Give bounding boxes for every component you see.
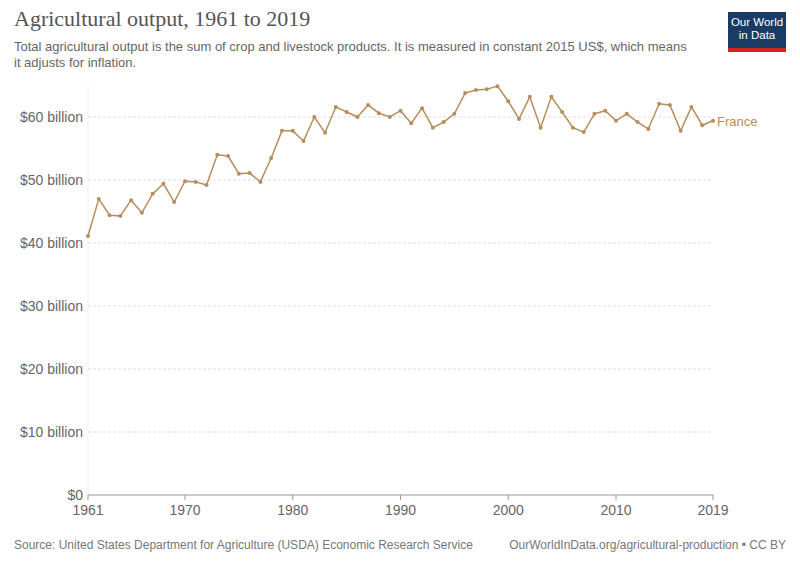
x-tick — [508, 495, 509, 500]
point — [161, 182, 165, 186]
plot-area — [86, 84, 715, 238]
logo: Our Worldin Data — [728, 12, 786, 52]
point — [549, 95, 553, 99]
point — [485, 87, 489, 91]
point — [409, 121, 413, 125]
point — [258, 180, 262, 184]
point — [86, 234, 90, 238]
point — [528, 95, 532, 99]
point — [97, 197, 101, 201]
point — [377, 111, 381, 115]
point — [302, 139, 306, 143]
x-tick-label: 2019 — [697, 502, 728, 518]
line — [88, 86, 713, 236]
grid-line — [88, 243, 713, 244]
point — [140, 211, 144, 215]
point — [183, 179, 187, 183]
point — [431, 126, 435, 130]
point — [517, 117, 521, 121]
point — [205, 183, 209, 187]
point — [226, 154, 230, 158]
grid-line — [88, 432, 713, 433]
x-tick-label: 1970 — [169, 502, 200, 518]
x-tick — [292, 495, 293, 500]
point — [280, 129, 284, 133]
subtitle: Total agricultural output is the sum of … — [14, 39, 694, 71]
point — [592, 112, 596, 116]
point — [560, 110, 564, 114]
point — [388, 115, 392, 119]
y-tick-label: $10 billion — [20, 424, 83, 440]
grid-line — [88, 369, 713, 370]
x-tick-label: 1990 — [385, 502, 416, 518]
point — [571, 126, 575, 130]
point — [582, 130, 586, 134]
point — [474, 88, 478, 92]
y-tick-label: $50 billion — [20, 172, 83, 188]
grid-line — [88, 117, 713, 118]
point — [452, 112, 456, 116]
point — [118, 214, 122, 218]
point — [689, 105, 693, 109]
y-tick-label: $20 billion — [20, 361, 83, 377]
source: Source: United States Department for Agr… — [14, 538, 473, 552]
y-tick-label: $40 billion — [20, 235, 83, 251]
point — [657, 102, 661, 106]
point — [679, 129, 683, 133]
point — [700, 123, 704, 127]
point — [269, 156, 273, 160]
x-tick — [713, 495, 714, 500]
point — [237, 172, 241, 176]
x-tick — [184, 495, 185, 500]
point — [312, 115, 316, 119]
point — [291, 129, 295, 133]
point — [636, 120, 640, 124]
point — [539, 126, 543, 130]
point — [366, 103, 370, 107]
y-axis-line — [88, 86, 89, 496]
x-tick-label: 1980 — [277, 502, 308, 518]
point — [151, 192, 155, 196]
point — [625, 112, 629, 116]
chart: $0 $10 billion $20 billion $30 billion $40 b… — [0, 0, 800, 565]
x-tick — [88, 495, 89, 500]
x-tick-label: 2010 — [600, 502, 631, 518]
logo-text: in Data — [728, 29, 786, 42]
point — [495, 84, 499, 88]
point — [355, 115, 359, 119]
series-label: France — [717, 114, 757, 129]
point — [506, 99, 510, 103]
y-tick-label: $30 billion — [20, 298, 83, 314]
title: Agricultural output, 1961 to 2019 — [14, 6, 310, 32]
point — [603, 109, 607, 113]
point — [215, 153, 219, 157]
point — [323, 131, 327, 135]
grid-line — [88, 180, 713, 181]
point — [129, 198, 133, 202]
point — [345, 110, 349, 114]
x-tick — [616, 495, 617, 500]
point — [614, 119, 618, 123]
url: OurWorldInData.org/agricultural-producti… — [509, 538, 786, 552]
grid-line — [88, 306, 713, 307]
x-tick-label: 1961 — [72, 502, 103, 518]
point — [172, 200, 176, 204]
point — [248, 171, 252, 175]
x-tick — [400, 495, 401, 500]
x-tick-label: 2000 — [493, 502, 524, 518]
point — [399, 109, 403, 113]
y-tick-label: $60 billion — [20, 109, 83, 125]
point — [108, 213, 112, 217]
point — [334, 105, 338, 109]
point — [420, 106, 424, 110]
point — [442, 120, 446, 124]
y-tick-label: $0 — [67, 487, 83, 503]
point — [646, 127, 650, 131]
point — [711, 119, 715, 123]
point — [194, 180, 198, 184]
point — [463, 91, 467, 95]
logo-text: Our World — [728, 16, 786, 29]
point — [668, 103, 672, 107]
